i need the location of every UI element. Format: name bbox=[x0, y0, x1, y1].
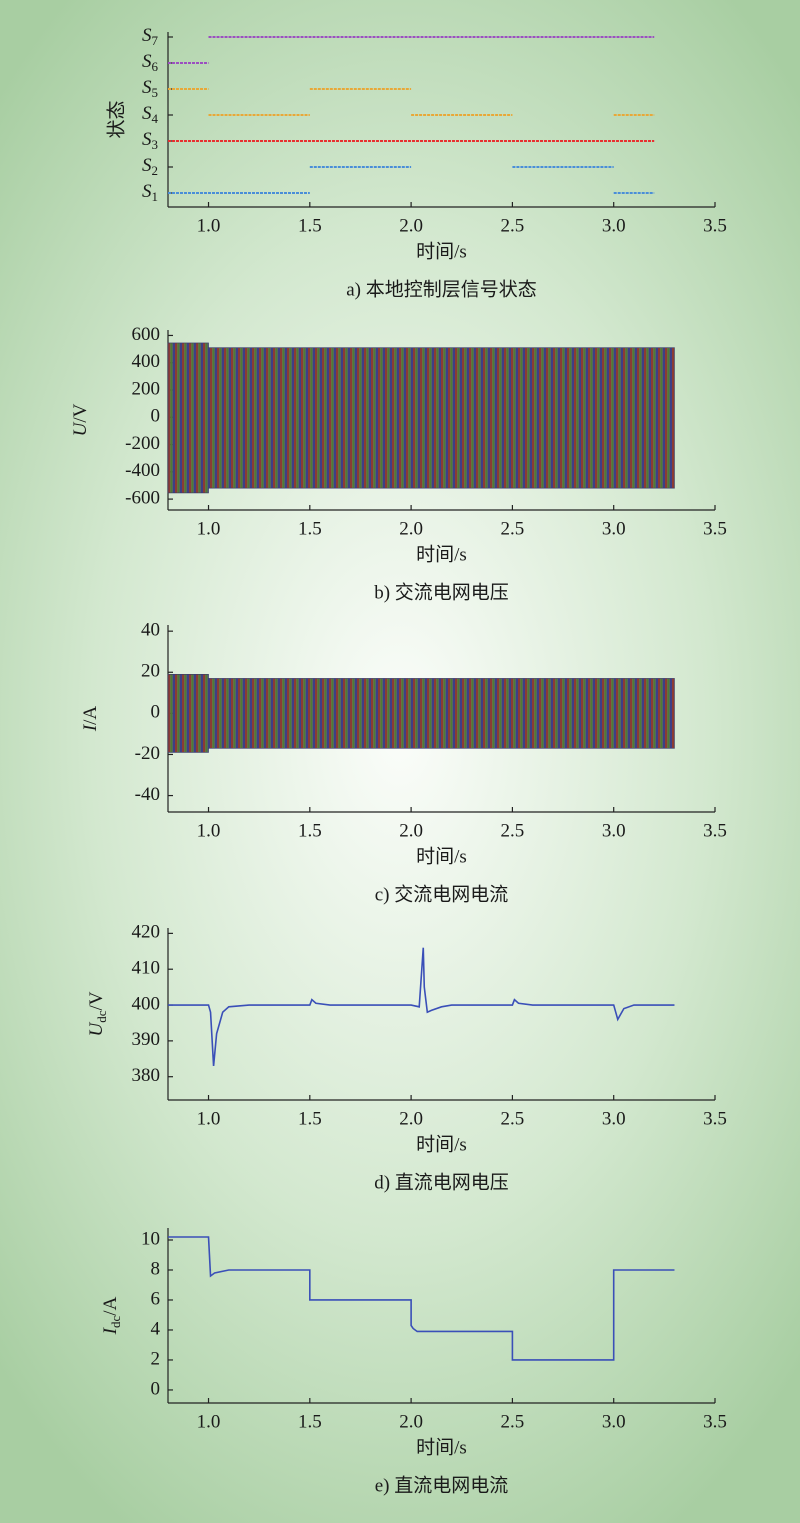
x-axis-label: 时间/s bbox=[416, 1133, 467, 1155]
x-tick-label: 3.5 bbox=[703, 215, 727, 236]
x-axis-label: 时间/s bbox=[416, 240, 467, 262]
x-tick-label: 1.5 bbox=[298, 1411, 322, 1432]
x-tick-label: 1.0 bbox=[197, 1411, 221, 1432]
y-tick-label: -600 bbox=[125, 487, 160, 508]
x-axis-label: 时间/s bbox=[416, 845, 467, 867]
x-tick-label: 3.5 bbox=[703, 1108, 727, 1129]
y-tick-label: 390 bbox=[132, 1029, 161, 1050]
x-tick-label: 3.0 bbox=[602, 1411, 626, 1432]
x-tick-label: 2.5 bbox=[501, 1411, 525, 1432]
y-tick-label: -40 bbox=[135, 784, 160, 805]
y-tick-label: 6 bbox=[151, 1288, 161, 1309]
y-tick-label: 600 bbox=[132, 324, 161, 345]
y-tick-label: 0 bbox=[151, 406, 161, 427]
y-tick-label: S6 bbox=[142, 51, 159, 74]
y-axis-label: Udc/V bbox=[86, 991, 109, 1036]
x-tick-label: 3.5 bbox=[703, 518, 727, 539]
data-line bbox=[168, 1236, 675, 1361]
y-tick-label: 200 bbox=[132, 378, 161, 399]
x-tick-label: 2.5 bbox=[501, 1108, 525, 1129]
x-tick-label: 1.0 bbox=[197, 1108, 221, 1129]
x-tick-label: 1.0 bbox=[197, 215, 221, 236]
y-tick-label: S4 bbox=[142, 103, 159, 126]
y-tick-label: -400 bbox=[125, 460, 160, 481]
y-tick-label: S1 bbox=[142, 181, 158, 204]
y-tick-label: 20 bbox=[141, 661, 160, 682]
y-tick-label: 400 bbox=[132, 351, 161, 372]
y-tick-label: -20 bbox=[135, 743, 160, 764]
x-tick-label: 3.5 bbox=[703, 1411, 727, 1432]
x-tick-label: 1.0 bbox=[197, 518, 221, 539]
y-tick-label: 40 bbox=[141, 620, 160, 641]
y-axis-label: Idc/A bbox=[100, 1296, 123, 1335]
x-tick-label: 3.0 bbox=[602, 518, 626, 539]
x-tick-label: 1.5 bbox=[298, 518, 322, 539]
caption: a) 本地控制层信号状态 bbox=[346, 278, 537, 300]
y-tick-label: 400 bbox=[132, 993, 161, 1014]
x-tick-label: 3.0 bbox=[602, 820, 626, 841]
caption: d) 直流电网电压 bbox=[374, 1171, 509, 1193]
x-axis-label: 时间/s bbox=[416, 543, 467, 565]
y-tick-label: 0 bbox=[151, 1378, 161, 1399]
x-tick-label: 2.5 bbox=[501, 518, 525, 539]
y-tick-label: S7 bbox=[142, 25, 159, 48]
y-tick-label: 0 bbox=[151, 702, 161, 723]
x-tick-label: 3.0 bbox=[602, 215, 626, 236]
x-tick-label: 2.5 bbox=[501, 215, 525, 236]
x-tick-label: 2.0 bbox=[399, 820, 423, 841]
y-tick-label: 410 bbox=[132, 958, 161, 979]
y-axis-label: I/A bbox=[80, 706, 101, 733]
x-tick-label: 3.0 bbox=[602, 1108, 626, 1129]
y-tick-label: S3 bbox=[142, 129, 158, 152]
x-tick-label: 2.0 bbox=[399, 1411, 423, 1432]
data-line bbox=[168, 947, 675, 1067]
y-axis-label: 状态 bbox=[105, 100, 127, 138]
x-tick-label: 2.5 bbox=[501, 820, 525, 841]
y-tick-label: 4 bbox=[151, 1318, 161, 1339]
y-tick-label: 8 bbox=[151, 1258, 161, 1279]
x-axis-label: 时间/s bbox=[416, 1436, 467, 1458]
x-tick-label: 2.0 bbox=[399, 215, 423, 236]
y-tick-label: 2 bbox=[151, 1348, 161, 1369]
x-tick-label: 3.5 bbox=[703, 820, 727, 841]
x-tick-label: 2.0 bbox=[399, 1108, 423, 1129]
y-axis-label: U/V bbox=[70, 403, 91, 436]
caption: b) 交流电网电压 bbox=[374, 581, 509, 603]
waveform-band bbox=[167, 674, 675, 753]
y-tick-label: -200 bbox=[125, 433, 160, 454]
x-tick-label: 1.5 bbox=[298, 215, 322, 236]
caption: e) 直流电网电流 bbox=[375, 1474, 509, 1496]
y-tick-label: 420 bbox=[132, 922, 161, 943]
x-tick-label: 2.0 bbox=[399, 518, 423, 539]
x-tick-label: 1.5 bbox=[298, 820, 322, 841]
x-tick-label: 1.5 bbox=[298, 1108, 322, 1129]
waveform-band bbox=[167, 342, 675, 494]
x-tick-label: 1.0 bbox=[197, 820, 221, 841]
y-tick-label: 380 bbox=[132, 1065, 161, 1086]
y-tick-label: S2 bbox=[142, 155, 158, 178]
y-tick-label: 10 bbox=[141, 1228, 160, 1249]
y-tick-label: S5 bbox=[142, 77, 158, 100]
caption: c) 交流电网电流 bbox=[375, 883, 509, 905]
